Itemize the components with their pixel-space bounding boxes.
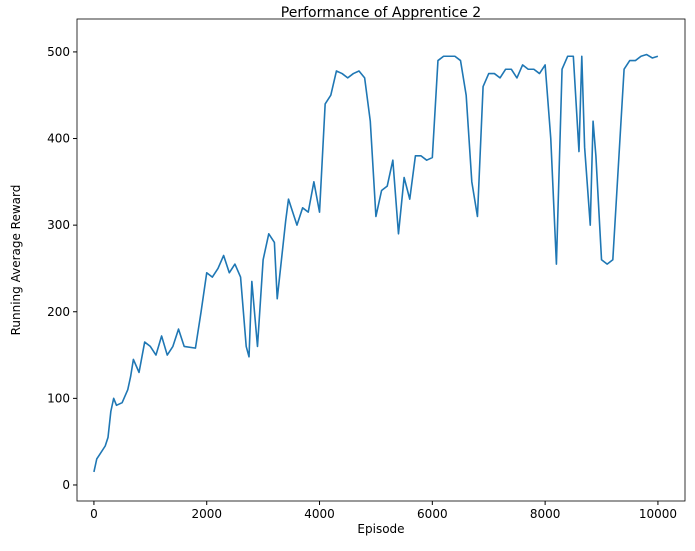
x-tick-label: 2000 [191,507,222,521]
y-tick-label: 100 [47,391,70,405]
x-tick-label: 6000 [417,507,448,521]
line-series [93,53,659,473]
y-tick-label: 200 [47,305,70,319]
x-tick-label: 8000 [530,507,561,521]
y-tick-label: 300 [47,218,70,232]
y-tick-label: 500 [47,45,70,59]
x-tick-label: 4000 [304,507,335,521]
plot-frame [76,18,686,502]
x-tick-label: 0 [90,507,98,521]
y-tick-label: 0 [62,478,70,492]
y-axis-label: Running Average Reward [9,185,23,336]
chart-title: Performance of Apprentice 2 [281,5,481,21]
y-tick-label: 400 [47,132,70,146]
x-tick-label: 10000 [639,507,677,521]
x-axis-label: Episode [357,522,404,536]
